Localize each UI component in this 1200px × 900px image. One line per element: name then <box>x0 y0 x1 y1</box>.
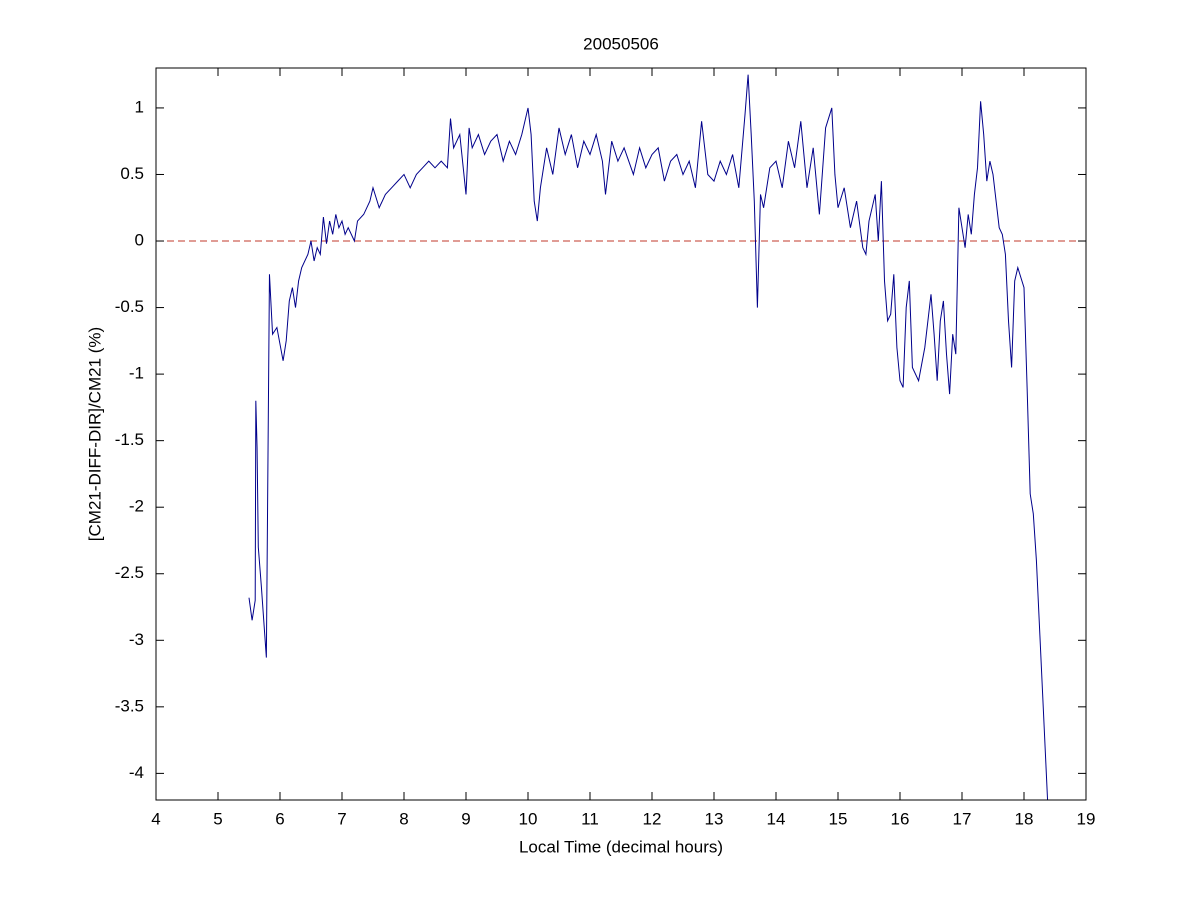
x-tick-label: 6 <box>275 809 284 828</box>
x-tick-label: 5 <box>213 809 222 828</box>
x-axis-label: Local Time (decimal hours) <box>519 837 723 856</box>
y-axis-label: [CM21-DIFF-DIR]/CM21 (%) <box>85 327 104 541</box>
x-tick-label: 13 <box>705 809 724 828</box>
x-tick-label: 18 <box>1015 809 1034 828</box>
y-tick-label: -1.5 <box>115 430 144 449</box>
x-tick-label: 7 <box>337 809 346 828</box>
axes-box <box>155 67 1087 801</box>
y-tick-label: -3.5 <box>115 696 144 715</box>
x-tick-label: 10 <box>519 809 538 828</box>
y-tick-label: -3 <box>129 630 144 649</box>
x-tick-label: 12 <box>643 809 662 828</box>
y-tick-label: 0 <box>135 231 144 250</box>
x-tick-label: 11 <box>581 809 599 828</box>
data-line <box>248 74 1049 800</box>
y-tick-label: -2.5 <box>115 563 144 582</box>
y-tick-label: -2 <box>129 497 144 516</box>
x-tick-label: 8 <box>399 809 408 828</box>
y-tick-label: -1 <box>129 364 144 383</box>
x-tick-label: 15 <box>829 809 848 828</box>
x-tick-label: 4 <box>151 809 160 828</box>
y-tick-label: -4 <box>129 763 144 782</box>
y-tick-label: 1 <box>135 97 144 116</box>
x-tick-label: 16 <box>891 809 910 828</box>
chart-title: 20050506 <box>583 34 659 53</box>
x-tick-label: 17 <box>953 809 972 828</box>
plot-area <box>156 74 1086 800</box>
y-tick-label: 0.5 <box>120 164 144 183</box>
x-tick-label: 19 <box>1077 809 1096 828</box>
y-tick-label: -0.5 <box>115 297 144 316</box>
x-tick-label: 14 <box>767 809 786 828</box>
x-tick-label: 9 <box>461 809 470 828</box>
